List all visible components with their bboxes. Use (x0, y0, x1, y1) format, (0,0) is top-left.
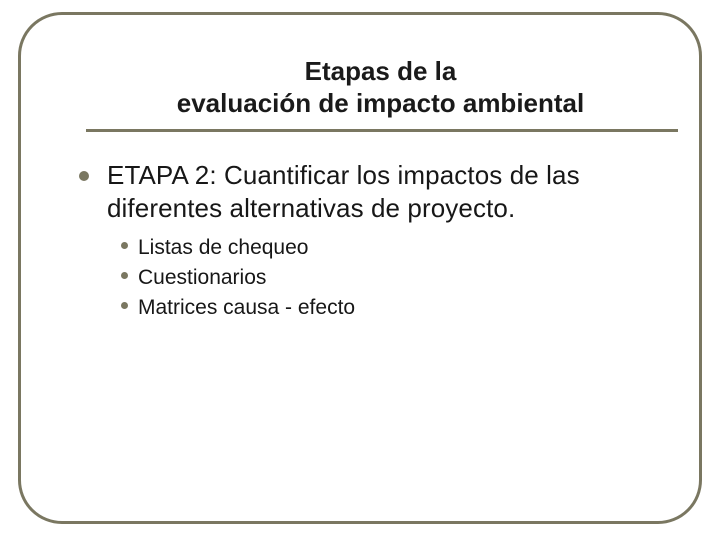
lvl2-text: Matrices causa - efecto (138, 294, 355, 322)
lvl2-text: Listas de chequeo (138, 234, 308, 262)
bullet-icon (121, 272, 128, 279)
title-line-1: Etapas de la (134, 56, 627, 88)
list-item: Listas de chequeo (121, 234, 687, 262)
slide-frame: Etapas de la evaluación de impacto ambie… (18, 12, 702, 524)
list-item: Matrices causa - efecto (121, 294, 687, 322)
bullet-icon (121, 302, 128, 309)
slide-title: Etapas de la evaluación de impacto ambie… (134, 56, 627, 119)
lvl1-text: ETAPA 2: Cuantificar los impactos de las… (107, 159, 687, 226)
sublist: Listas de chequeo Cuestionarios Matrices… (121, 234, 687, 323)
title-line-2: evaluación de impacto ambiental (134, 88, 627, 120)
lvl2-text: Cuestionarios (138, 264, 266, 292)
list-item: Cuestionarios (121, 264, 687, 292)
list-item: ETAPA 2: Cuantificar los impactos de las… (79, 159, 687, 226)
bullet-icon (121, 242, 128, 249)
title-underline (86, 129, 678, 132)
content-area: ETAPA 2: Cuantificar los impactos de las… (79, 159, 687, 325)
bullet-icon (79, 171, 89, 181)
